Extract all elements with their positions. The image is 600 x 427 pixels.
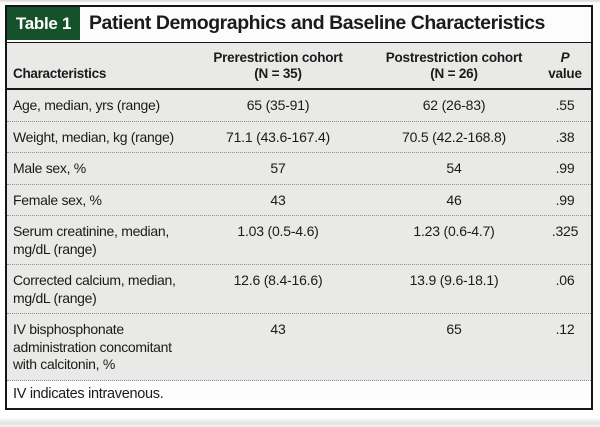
header-postrestriction-n: (N = 26) xyxy=(430,66,478,81)
row-p-value: .99 xyxy=(555,191,575,208)
row-value-pre: 43 xyxy=(270,191,286,208)
header-characteristics: Characteristics xyxy=(13,66,107,81)
row-p-value: .99 xyxy=(555,160,575,176)
row-value-post: 54 xyxy=(446,160,462,176)
row-value-pre: 57 xyxy=(270,160,286,176)
header-prerestriction-cohort: Prerestriction cohort (N = 35) xyxy=(187,50,369,82)
table-row: Weight, median, kg (range) 71.1 (43.6-16… xyxy=(7,121,591,153)
row-label: Male sex, % xyxy=(13,160,86,176)
table-header-row: Characteristics Prerestriction cohort (N… xyxy=(7,43,591,90)
row-value-pre: 1.03 (0.5-4.6) xyxy=(237,223,319,239)
table-row: Age, median, yrs (range) 65 (35-91) 62 (… xyxy=(7,90,591,122)
table-title-bar: Table 1 Patient Demographics and Baselin… xyxy=(7,7,591,43)
row-label: Female sex, % xyxy=(13,191,102,208)
table-row: Female sex, % 43 46 .99 xyxy=(7,184,591,216)
row-value-post: 13.9 (9.6-18.1) xyxy=(409,272,499,288)
row-label: Weight, median, kg (range) xyxy=(13,128,174,145)
row-value-post: 1.23 (0.6-4.7) xyxy=(413,223,495,239)
header-postrestriction-line1: Postrestriction cohort xyxy=(385,50,523,65)
row-label: IV bisphosphonate administration concomi… xyxy=(13,321,172,372)
table-row: Serum creatinine, median, mg/dL (range) … xyxy=(7,216,591,265)
row-value-post: 46 xyxy=(446,191,462,208)
table-title: Patient Demographics and Baseline Charac… xyxy=(89,12,545,34)
table-row: Male sex, % 57 54 .99 xyxy=(7,153,591,185)
row-p-value: .12 xyxy=(555,321,575,337)
scan-edge-top xyxy=(0,0,600,3)
header-prerestriction-n: (N = 35) xyxy=(254,66,302,81)
row-label: Age, median, yrs (range) xyxy=(13,97,160,113)
row-p-value: .38 xyxy=(555,128,575,145)
table-number-tag: Table 1 xyxy=(7,7,80,40)
header-p-value-label: value xyxy=(548,66,582,81)
table-footnote: IV indicates intravenous. xyxy=(7,380,591,408)
table-row: Corrected calcium, median, mg/dL (range)… xyxy=(7,265,591,314)
header-p-value: P value xyxy=(539,50,591,82)
scan-edge-bottom xyxy=(0,418,600,427)
header-postrestriction-cohort: Postrestriction cohort (N = 26) xyxy=(369,50,539,82)
table-card: Table 1 Patient Demographics and Baselin… xyxy=(5,5,593,410)
row-value-post: 65 xyxy=(446,321,462,337)
row-label: Corrected calcium, median, mg/dL (range) xyxy=(13,272,176,306)
row-value-pre: 65 (35-91) xyxy=(246,97,310,113)
row-value-pre: 43 xyxy=(270,321,286,337)
row-value-post: 62 (26-83) xyxy=(422,97,486,113)
row-label: Serum creatinine, median, mg/dL (range) xyxy=(13,223,169,257)
header-prerestriction-line1: Prerestriction cohort xyxy=(213,50,343,65)
row-p-value: .55 xyxy=(555,97,575,113)
row-value-post: 70.5 (42.2-168.8) xyxy=(401,128,506,145)
row-value-pre: 71.1 (43.6-167.4) xyxy=(225,128,330,145)
row-value-pre: 12.6 (8.4-16.6) xyxy=(233,272,323,288)
row-p-value: .325 xyxy=(551,223,579,239)
row-p-value: .06 xyxy=(555,272,575,288)
header-p-symbol: P xyxy=(560,50,570,65)
table-row: IV bisphosphonate administration concomi… xyxy=(7,314,591,381)
